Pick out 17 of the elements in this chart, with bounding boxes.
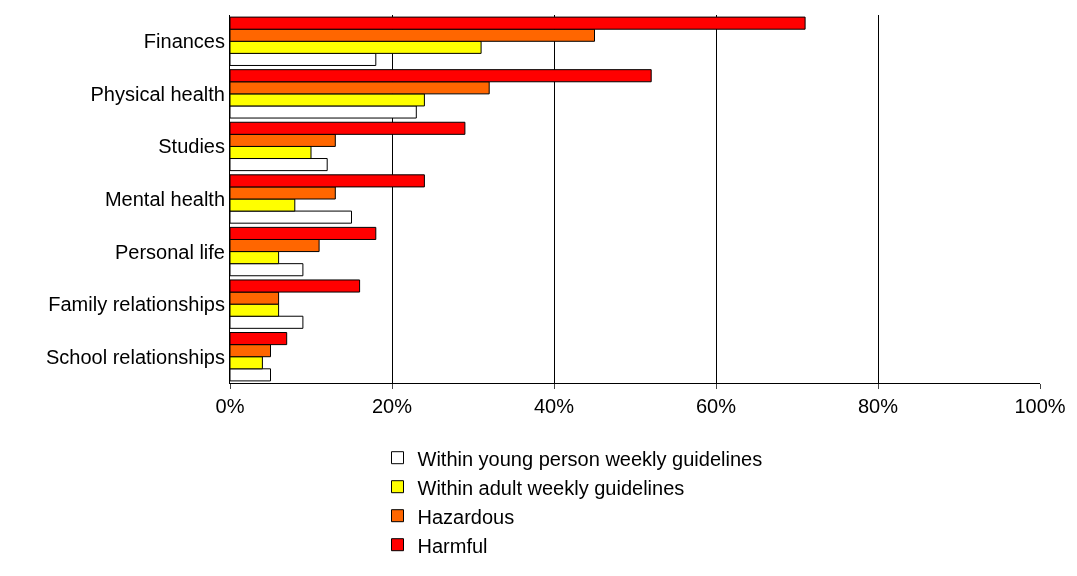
y-tick-label: Finances [143, 30, 225, 53]
y-tick-label: Physical health [90, 82, 225, 105]
x-tick-label: 0% [215, 395, 245, 417]
y-tick-label: Family relationships [48, 293, 225, 316]
x-tick-label: 40% [533, 395, 575, 417]
legend-label: Within young person weekly guidelines [417, 447, 763, 470]
y-tick-label: Studies [158, 135, 225, 158]
x-tick-label: 80% [857, 395, 899, 417]
legend-label: Within adult weekly guidelines [417, 476, 685, 499]
legend-label: Hazardous [417, 505, 515, 528]
x-tick-label: 20% [371, 395, 413, 417]
y-tick-label: School relationships [46, 345, 225, 368]
x-tick-label: 100% [1014, 395, 1066, 417]
y-tick-label: Personal life [114, 240, 225, 263]
x-tick-label: 60% [695, 395, 737, 417]
legend-label: Harmful [417, 534, 488, 557]
y-tick-label: Mental health [104, 188, 225, 210]
